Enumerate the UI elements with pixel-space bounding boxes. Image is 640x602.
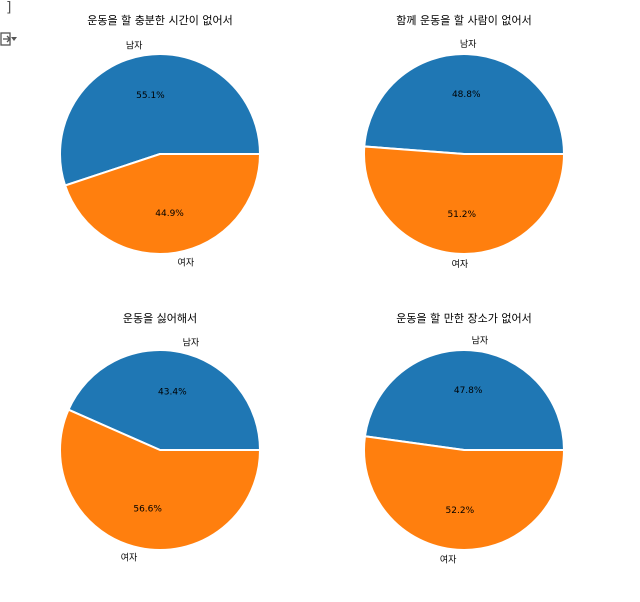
slice-percent-label: 56.6% bbox=[133, 505, 162, 515]
cell-output-gutter: ] bbox=[0, 0, 24, 60]
slice-percent-label: 51.2% bbox=[447, 210, 476, 220]
pie-slice-male bbox=[363, 52, 566, 155]
pie-slice-female bbox=[59, 408, 262, 551]
slice-percent-label: 43.4% bbox=[158, 387, 187, 397]
slice-category-label: 여자 bbox=[121, 552, 138, 564]
pie-slice-female bbox=[363, 435, 566, 551]
slice-category-label: 여자 bbox=[452, 258, 469, 270]
chart-title: 함께 운동을 할 사람이 없어서 bbox=[396, 14, 531, 27]
slice-category-label: 남자 bbox=[126, 40, 143, 51]
slice-category-label: 남자 bbox=[472, 335, 489, 346]
pie-slice-male bbox=[363, 349, 566, 451]
slice-percent-label: 52.2% bbox=[446, 506, 475, 516]
chart-title: 운동을 할 만한 장소가 없어서 bbox=[396, 312, 531, 325]
pie-chart-2: 함께 운동을 할 사람이 없어서 48.8% 남자 51.2% 여자 bbox=[363, 14, 566, 270]
slice-percent-label: 55.1% bbox=[136, 91, 165, 101]
slice-percent-label: 44.9% bbox=[155, 209, 184, 219]
slice-category-label: 남자 bbox=[460, 39, 477, 50]
pie-slice-male bbox=[59, 53, 262, 187]
cell-bracket: ] bbox=[6, 0, 12, 16]
chart-title: 운동을 할 충분한 시간이 없어서 bbox=[87, 14, 233, 27]
pie-chart-3: 운동을 싫어해서 43.4% 남자 56.6% 여자 bbox=[59, 311, 262, 564]
slice-category-label: 남자 bbox=[183, 337, 200, 348]
pie-chart-1: 운동을 할 충분한 시간이 없어서 55.1% 남자 44.9% 여자 bbox=[59, 14, 262, 269]
slice-percent-label: 48.8% bbox=[452, 90, 481, 100]
output-toggle-icon[interactable] bbox=[0, 30, 18, 48]
pie-slice-female bbox=[63, 153, 262, 255]
slice-category-label: 여자 bbox=[440, 554, 457, 566]
slice-category-label: 여자 bbox=[178, 257, 195, 269]
pie-slice-female bbox=[363, 145, 566, 255]
slice-percent-label: 47.8% bbox=[454, 386, 483, 396]
pie-chart-4: 운동을 할 만한 장소가 없어서 47.8% 남자 52.2% 여자 bbox=[363, 312, 566, 566]
pie-slice-male bbox=[67, 349, 262, 451]
chart-title: 운동을 싫어해서 bbox=[123, 311, 197, 325]
